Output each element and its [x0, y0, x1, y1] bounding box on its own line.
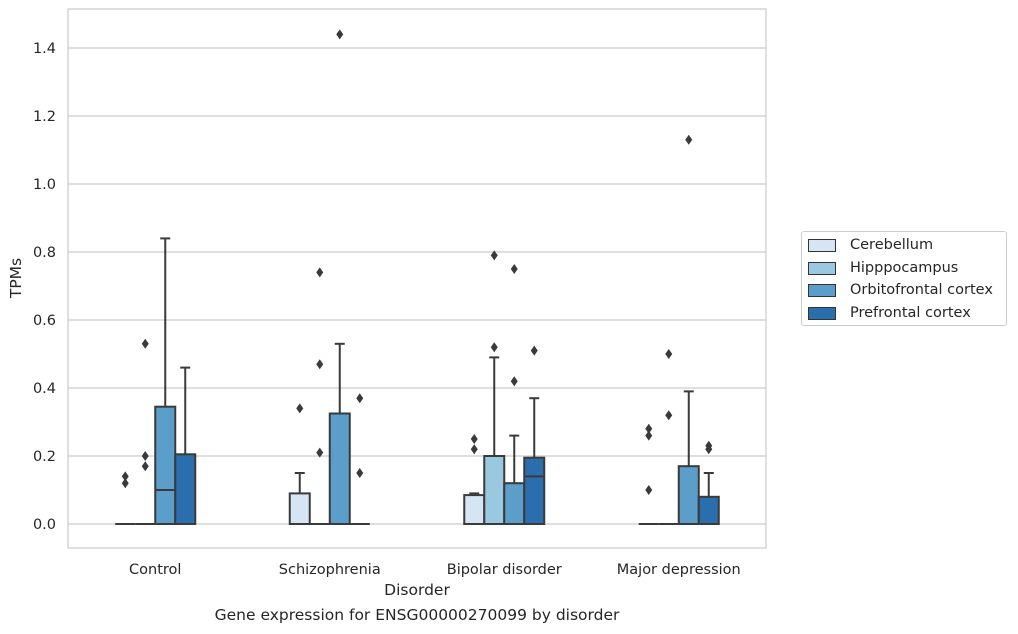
- legend-swatch: [808, 238, 836, 252]
- box-2-0: [154, 237, 177, 526]
- box-body: [328, 412, 351, 525]
- box-1-3: [658, 349, 679, 525]
- outlier-point: [530, 345, 538, 356]
- x-tick-labels: Control Schizophrenia Bipolar disorder Majo…: [129, 562, 741, 578]
- box-1-2: [483, 250, 506, 525]
- box-body: [174, 453, 197, 525]
- legend-swatch: [808, 306, 836, 320]
- outlier-point: [490, 250, 498, 261]
- outlier-point: [470, 444, 478, 455]
- outlier-point: [665, 410, 673, 421]
- x-tick-label: Schizophrenia: [279, 562, 381, 578]
- outlier-point: [356, 393, 364, 404]
- outlier-point: [645, 423, 653, 434]
- y-axis-label: TPMs: [7, 258, 25, 299]
- y-tick-label: 1.4: [33, 41, 56, 57]
- y-tick-label: 1.0: [33, 177, 56, 193]
- outlier-point: [470, 434, 478, 444]
- box-body: [523, 456, 546, 526]
- box-2-3: [677, 134, 700, 526]
- legend-label: Hipppocampus: [850, 260, 959, 276]
- outlier-point: [665, 349, 673, 359]
- y-tick-label: 0.2: [33, 449, 56, 465]
- legend-swatch: [808, 283, 836, 297]
- legend-item-cerebellum: Cerebellum: [808, 235, 933, 255]
- plot-frame: [67, 8, 767, 549]
- box-body: [697, 495, 720, 525]
- y-tick-label: 0.8: [33, 245, 56, 261]
- outlier-point: [490, 342, 498, 353]
- outlier-point: [121, 478, 129, 489]
- box-body: [154, 405, 177, 526]
- x-tick-label: Bipolar disorder: [447, 562, 562, 578]
- box-3-3: [697, 440, 720, 525]
- box-0-1: [288, 403, 311, 525]
- outlier-point: [356, 468, 364, 478]
- y-tick-labels: 0.0 0.2 0.4 0.6 0.8 1.0 1.2 1.4: [33, 41, 56, 533]
- box-body: [677, 465, 700, 526]
- box-0-0: [115, 471, 136, 525]
- outlier-point: [510, 264, 518, 274]
- x-tick-label: Major depression: [617, 562, 741, 578]
- box-body: [483, 455, 506, 525]
- box-body: [463, 494, 486, 526]
- box-0-3: [638, 423, 659, 525]
- legend-item-hippocampus: Hipppocampus: [808, 258, 958, 278]
- figure-caption: Gene expression for ENSG00000270099 by d…: [214, 606, 620, 624]
- outlier-point: [336, 29, 344, 40]
- outlier-point: [296, 403, 304, 414]
- outlier-point: [316, 267, 324, 278]
- box-body: [288, 492, 311, 525]
- legend: Cerebellum Hipppocampus Orbitofrontal co…: [801, 231, 1007, 326]
- y-tick-label: 0.4: [33, 381, 56, 397]
- y-tick-label: 0.6: [33, 313, 56, 329]
- outlier-point: [316, 359, 324, 370]
- box-2-2: [503, 264, 526, 526]
- outlier-point: [121, 471, 129, 482]
- outlier-point: [141, 451, 149, 461]
- outlier-point: [316, 447, 324, 458]
- boxes: [115, 29, 720, 526]
- box-1-1: [309, 267, 330, 525]
- legend-swatch: [808, 261, 836, 275]
- legend-label: Orbitofrontal cortex: [850, 282, 993, 298]
- box-body: [503, 482, 526, 526]
- x-tick-label: Control: [129, 562, 181, 578]
- outlier-point: [141, 461, 149, 472]
- outlier-point: [685, 134, 693, 145]
- legend-label: Prefrontal cortex: [850, 305, 971, 321]
- box-3-2: [523, 345, 546, 526]
- outlier-point: [645, 485, 653, 495]
- box-3-0: [174, 366, 197, 525]
- outlier-point: [510, 376, 518, 387]
- x-axis-label: Disorder: [384, 581, 450, 599]
- box-3-1: [349, 393, 370, 525]
- box-2-1: [328, 29, 351, 525]
- y-tick-label: 1.2: [33, 109, 56, 125]
- box-1-0: [135, 338, 156, 525]
- legend-item-prefrontal-cortex: Prefrontal cortex: [808, 303, 971, 323]
- outlier-point: [645, 430, 653, 441]
- y-tick-label: 0.0: [33, 517, 56, 533]
- legend-item-orbitofrontal-cortex: Orbitofrontal cortex: [808, 280, 993, 300]
- outlier-point: [705, 440, 713, 451]
- outlier-point: [141, 338, 149, 349]
- box-0-2: [463, 434, 486, 526]
- legend-label: Cerebellum: [850, 237, 934, 253]
